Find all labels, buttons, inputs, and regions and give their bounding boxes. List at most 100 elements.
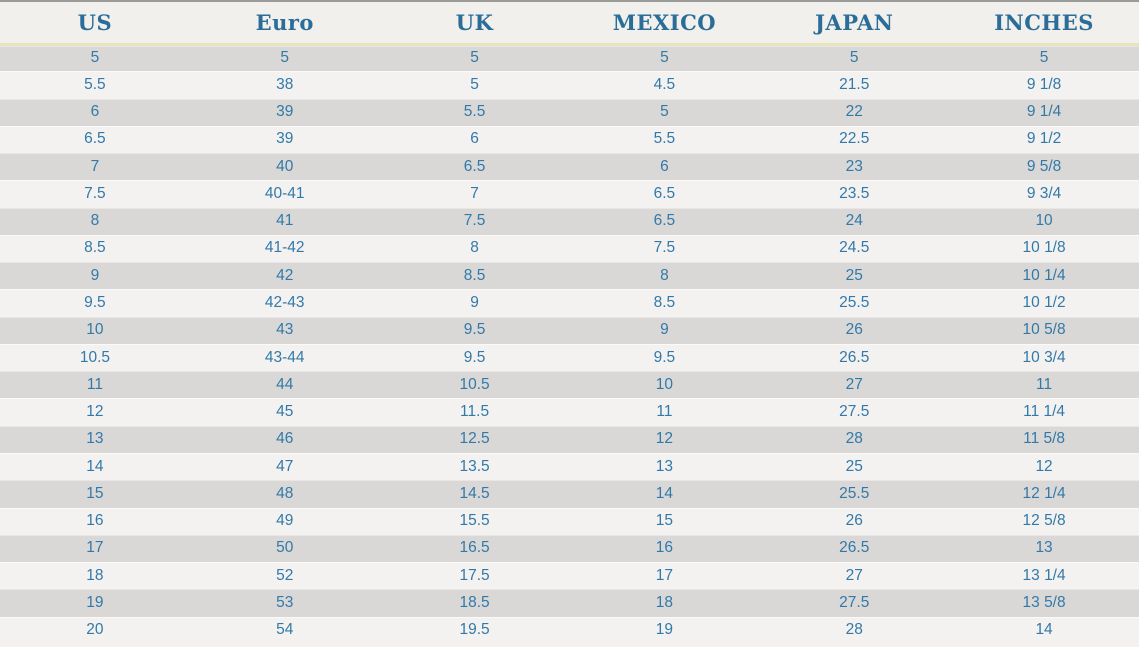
table-cell: 10 1/8 xyxy=(949,234,1139,263)
table-cell: 13 xyxy=(949,534,1139,563)
table-cell: 9.5 xyxy=(0,289,190,317)
table-cell: 6.5 xyxy=(569,180,760,208)
table-row: 10 43 9.5 9 26 10 5/8 xyxy=(0,316,1139,344)
table-cell: 26.5 xyxy=(759,343,950,372)
table-cell: 9 1/4 xyxy=(949,98,1139,126)
table-cell: 6.5 xyxy=(569,207,760,235)
table-cell: 18 xyxy=(569,589,760,617)
table-cell: 42-43 xyxy=(189,289,380,317)
column-header-japan: JAPAN xyxy=(759,2,950,46)
table-cell: 41 xyxy=(189,207,380,235)
table-cell: 38 xyxy=(189,71,380,99)
table-cell: 8 xyxy=(379,234,570,263)
table-row: 19 53 18.5 18 27.5 13 5/8 xyxy=(0,589,1139,617)
table-cell: 7.5 xyxy=(379,207,570,235)
table-cell: 6 xyxy=(0,98,190,126)
table-cell: 27.5 xyxy=(759,398,950,426)
table-cell: 15.5 xyxy=(379,507,570,535)
table-cell: 43-44 xyxy=(189,343,380,372)
table-cell: 26.5 xyxy=(759,534,950,563)
table-cell: 11 5/8 xyxy=(949,425,1139,453)
table-cell: 27.5 xyxy=(759,589,950,617)
table-cell: 45 xyxy=(189,398,380,426)
table-cell: 13 1/4 xyxy=(949,562,1139,590)
table-cell: 4.5 xyxy=(569,71,760,99)
table-row: 15 48 14.5 14 25.5 12 1/4 xyxy=(0,480,1139,508)
table-cell: 25.5 xyxy=(759,289,950,317)
table-cell: 10 3/4 xyxy=(949,343,1139,372)
table-cell: 7 xyxy=(379,180,570,208)
table-cell: 15 xyxy=(0,480,190,508)
table-cell: 48 xyxy=(189,480,380,508)
table-cell: 10.5 xyxy=(0,343,190,372)
table-cell: 10 xyxy=(569,371,760,399)
table-cell: 8 xyxy=(569,262,760,290)
table-cell: 27 xyxy=(759,371,950,399)
table-cell: 10 1/2 xyxy=(949,289,1139,317)
table-cell: 7.5 xyxy=(569,234,760,263)
table-cell: 25 xyxy=(759,452,950,481)
table-cell: 13.5 xyxy=(379,452,570,481)
table-cell: 40-41 xyxy=(189,180,380,208)
table-cell: 22 xyxy=(759,98,950,126)
table-cell: 5 xyxy=(569,44,760,72)
table-cell: 47 xyxy=(189,452,380,481)
table-cell: 28 xyxy=(759,616,950,644)
table-cell: 39 xyxy=(189,125,380,154)
table-cell: 9 xyxy=(0,262,190,290)
table-cell: 14 xyxy=(949,616,1139,644)
table-header: US Euro UK MEXICO JAPAN INCHES xyxy=(0,2,1139,46)
table-cell: 8 xyxy=(0,207,190,235)
table-cell: 6 xyxy=(379,125,570,154)
table-cell: 9 xyxy=(569,316,760,344)
table-cell: 26 xyxy=(759,316,950,344)
column-header-us: US xyxy=(0,2,190,46)
table-cell: 9 1/8 xyxy=(949,71,1139,99)
table-cell: 24 xyxy=(759,207,950,235)
table-cell: 17 xyxy=(569,562,760,590)
table-cell: 11 xyxy=(569,398,760,426)
table-cell: 11 xyxy=(0,371,190,399)
table-cell: 8.5 xyxy=(0,234,190,263)
table-body: 5 5 5 5 5 5 5.5 38 5 4.5 21.5 9 1/8 6 39 5.5 5 22 9 1/4 6.… xyxy=(0,44,1139,644)
table-cell: 12.5 xyxy=(379,425,570,453)
table-cell: 11 1/4 xyxy=(949,398,1139,426)
table-cell: 10.5 xyxy=(379,371,570,399)
table-cell: 7 xyxy=(0,153,190,181)
table-cell: 10 5/8 xyxy=(949,316,1139,344)
table-row: 8 41 7.5 6.5 24 10 xyxy=(0,207,1139,235)
table-cell: 28 xyxy=(759,425,950,453)
table-cell: 17.5 xyxy=(379,562,570,590)
table-cell: 10 xyxy=(0,316,190,344)
table-cell: 16 xyxy=(569,534,760,563)
table-cell: 11 xyxy=(949,371,1139,399)
table-row: 8.5 41-42 8 7.5 24.5 10 1/8 xyxy=(0,234,1139,263)
table-cell: 46 xyxy=(189,425,380,453)
table-cell: 24.5 xyxy=(759,234,950,263)
table-cell: 18.5 xyxy=(379,589,570,617)
table-cell: 9.5 xyxy=(379,343,570,372)
table-cell: 49 xyxy=(189,507,380,535)
table-row: 18 52 17.5 17 27 13 1/4 xyxy=(0,562,1139,590)
table-cell: 18 xyxy=(0,562,190,590)
table-cell: 5 xyxy=(379,71,570,99)
table-cell: 27 xyxy=(759,562,950,590)
table-cell: 14.5 xyxy=(379,480,570,508)
table-cell: 9.5 xyxy=(379,316,570,344)
table-cell: 7.5 xyxy=(0,180,190,208)
table-cell: 19.5 xyxy=(379,616,570,644)
table-cell: 50 xyxy=(189,534,380,563)
column-header-mexico: MEXICO xyxy=(569,2,760,46)
table-cell: 16 xyxy=(0,507,190,535)
column-header-euro: Euro xyxy=(189,2,380,46)
table-cell: 9 xyxy=(379,289,570,317)
table-cell: 12 1/4 xyxy=(949,480,1139,508)
table-cell: 5 xyxy=(949,44,1139,72)
table-cell: 42 xyxy=(189,262,380,290)
table-row: 7 40 6.5 6 23 9 5/8 xyxy=(0,153,1139,181)
table-cell: 19 xyxy=(0,589,190,617)
table-row: 13 46 12.5 12 28 11 5/8 xyxy=(0,425,1139,453)
table-cell: 5 xyxy=(379,44,570,72)
